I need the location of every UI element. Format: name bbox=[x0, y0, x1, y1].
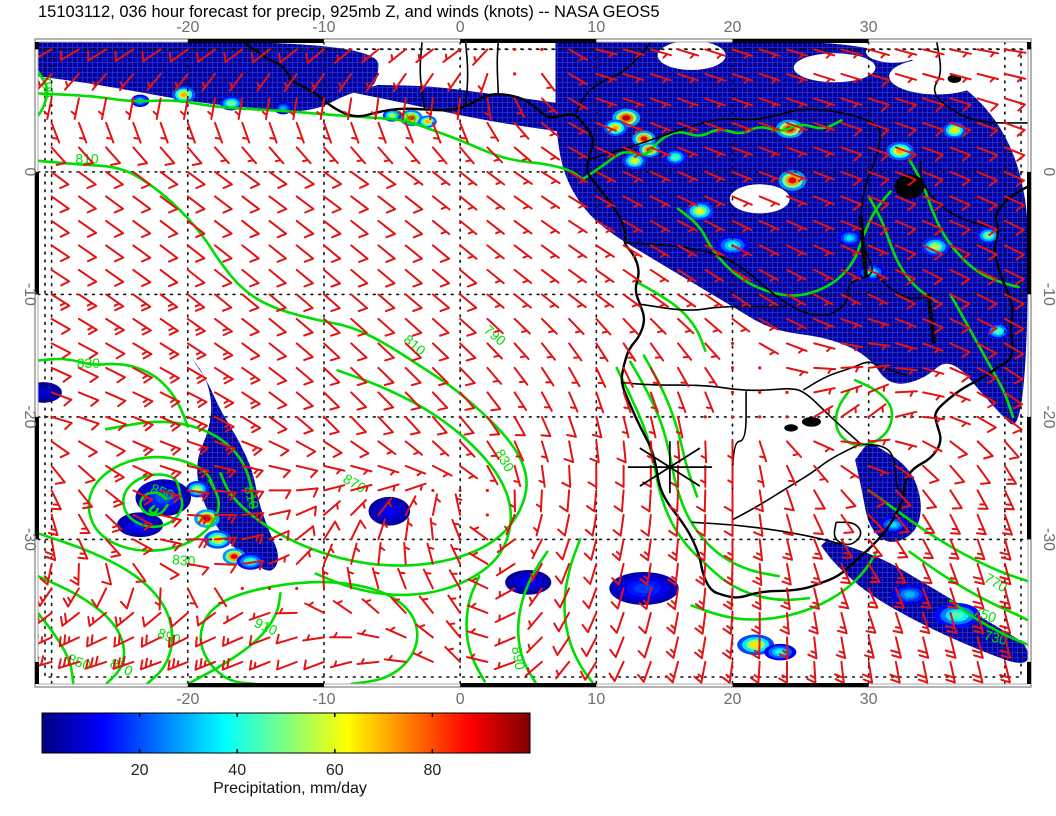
axis-tick-label: 20 bbox=[724, 19, 742, 36]
contour-label: 750 bbox=[971, 603, 999, 626]
contour-label: 890 bbox=[155, 625, 183, 648]
axis-tick-label: -20 bbox=[176, 691, 199, 708]
axis-tick-label: -20 bbox=[21, 405, 38, 428]
axis-tick-label: 0 bbox=[456, 19, 465, 36]
colorbar: 20 40 60 80 bbox=[41, 712, 531, 779]
axis-tick-label: 30 bbox=[860, 19, 878, 36]
border-strip bbox=[34, 38, 1032, 688]
colorbar-tick-label: 20 bbox=[131, 762, 149, 779]
contour-label: 890 bbox=[509, 645, 529, 671]
axis-tick-label: -10 bbox=[1040, 283, 1056, 306]
contour-label: 790 bbox=[38, 73, 58, 99]
wind-barb-layer bbox=[38, 47, 1027, 684]
station-marker bbox=[627, 441, 712, 494]
axis-tick-label: -30 bbox=[1040, 528, 1056, 551]
axis-tick-label: 0 bbox=[456, 691, 465, 708]
axis-tick-label: 30 bbox=[860, 691, 878, 708]
axis-tick-label: 0 bbox=[21, 167, 38, 176]
axis-tick-label: 0 bbox=[1040, 167, 1056, 176]
axis-tick-label: 10 bbox=[587, 19, 605, 36]
axis-tick-labels: -20 -20 -10 -10 0 0 10 10 20 20 30 30 0 0 -10 -10 -20 -20… bbox=[21, 19, 1056, 708]
colorbar-tick-label: 40 bbox=[228, 762, 246, 779]
colorbar-label: Precipitation, mm/day bbox=[213, 780, 367, 797]
coastline-layer bbox=[244, 42, 1028, 599]
axis-tick-label: -10 bbox=[21, 283, 38, 306]
precipitation-layer bbox=[38, 42, 1028, 663]
plot-title: 15103112, 036 hour forecast for precip, … bbox=[38, 3, 660, 21]
contour-label: 830 bbox=[171, 551, 196, 569]
axis-tick-label: -20 bbox=[1040, 405, 1056, 428]
axis-tick-label: 20 bbox=[724, 691, 742, 708]
axis-tick-label: 10 bbox=[587, 691, 605, 708]
colorbar-tick-label: 80 bbox=[424, 762, 442, 779]
contour-label: 830 bbox=[77, 355, 101, 371]
axis-tick-label: -30 bbox=[21, 528, 38, 551]
axis-tick-label: -20 bbox=[176, 19, 199, 36]
contour-label: 790 bbox=[391, 107, 418, 129]
axis-tick-label: -10 bbox=[312, 19, 335, 36]
colorbar-tick-label: 60 bbox=[326, 762, 344, 779]
colorbar-gradient bbox=[41, 712, 531, 754]
axis-tick-label: -10 bbox=[312, 691, 335, 708]
map-inner: 7907908108107908308308708108508308508708… bbox=[38, 42, 1028, 684]
